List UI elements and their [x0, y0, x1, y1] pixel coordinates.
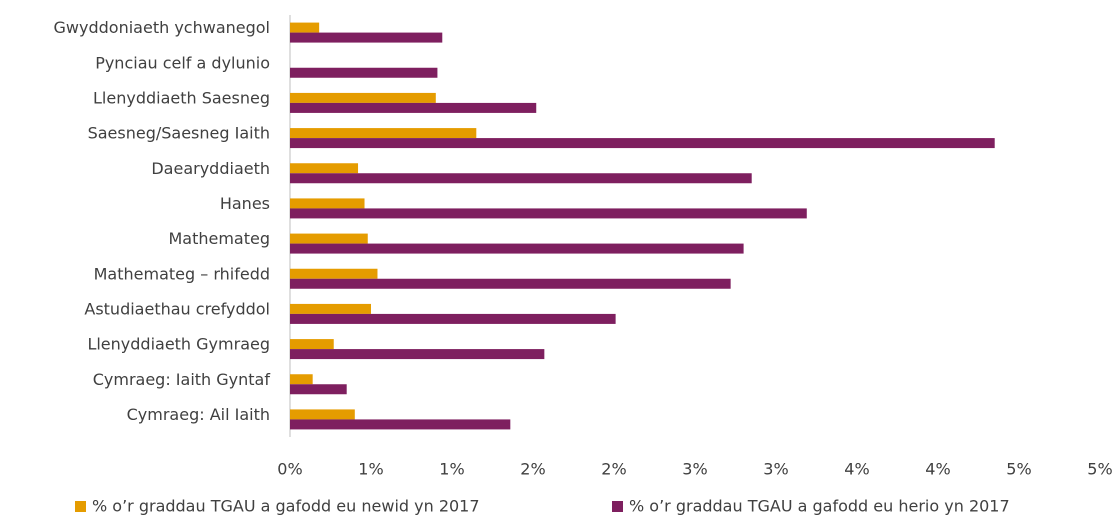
legend-label: % o’r graddau TGAU a gafodd eu newid yn … — [92, 497, 480, 516]
y-tick-label: Gwyddoniaeth ychwanegol — [54, 18, 270, 37]
bar — [290, 349, 545, 360]
bar — [290, 409, 355, 420]
x-tick-label: 3% — [682, 460, 707, 479]
bar — [290, 268, 378, 279]
bar — [290, 173, 752, 184]
bar — [290, 339, 334, 350]
x-tick-label: 1% — [439, 460, 464, 479]
y-tick-label: Saesneg/Saesneg Iaith — [88, 124, 270, 143]
bar — [290, 208, 807, 219]
legend-label: % o’r graddau TGAU a gafodd eu herio yn … — [629, 497, 1010, 516]
bar — [290, 374, 313, 385]
bar — [290, 102, 537, 113]
bar — [290, 138, 995, 149]
x-tick-label: 0% — [277, 460, 302, 479]
x-tick-label: 1% — [358, 460, 383, 479]
x-tick-label: 4% — [844, 460, 869, 479]
y-tick-label: Cymraeg: Ail Iaith — [127, 405, 270, 424]
bar — [290, 313, 616, 324]
y-tick-label: Mathemateg — [168, 229, 270, 248]
x-tick-label: 5% — [1006, 460, 1031, 479]
legend-swatch — [75, 501, 86, 512]
y-tick-label: Llenyddiaeth Gymraeg — [87, 335, 270, 354]
bar — [290, 163, 359, 174]
y-tick-label: Mathemateg – rhifedd — [94, 264, 270, 283]
bar — [290, 243, 744, 254]
bar — [290, 198, 365, 209]
x-tick-label: 5% — [1087, 460, 1112, 479]
bar — [290, 384, 347, 395]
bar — [290, 233, 368, 244]
y-tick-label: Pynciau celf a dylunio — [95, 53, 270, 72]
x-tick-label: 2% — [601, 460, 626, 479]
bar — [290, 92, 436, 103]
legend-swatch — [612, 501, 623, 512]
bar — [290, 67, 438, 78]
bar — [290, 419, 511, 430]
bar — [290, 22, 320, 33]
y-tick-label: Llenyddiaeth Saesneg — [93, 88, 270, 107]
y-tick-label: Astudiaethau crefyddol — [84, 299, 270, 318]
y-tick-label: Hanes — [220, 194, 270, 213]
y-tick-label: Cymraeg: Iaith Gyntaf — [93, 370, 271, 389]
y-tick-label: Daearyddiaeth — [151, 159, 270, 178]
bar — [290, 32, 443, 43]
bar — [290, 303, 371, 314]
bar — [290, 128, 477, 139]
bar — [290, 278, 731, 289]
x-tick-label: 3% — [763, 460, 788, 479]
x-tick-label: 2% — [520, 460, 545, 479]
x-tick-label: 4% — [925, 460, 950, 479]
